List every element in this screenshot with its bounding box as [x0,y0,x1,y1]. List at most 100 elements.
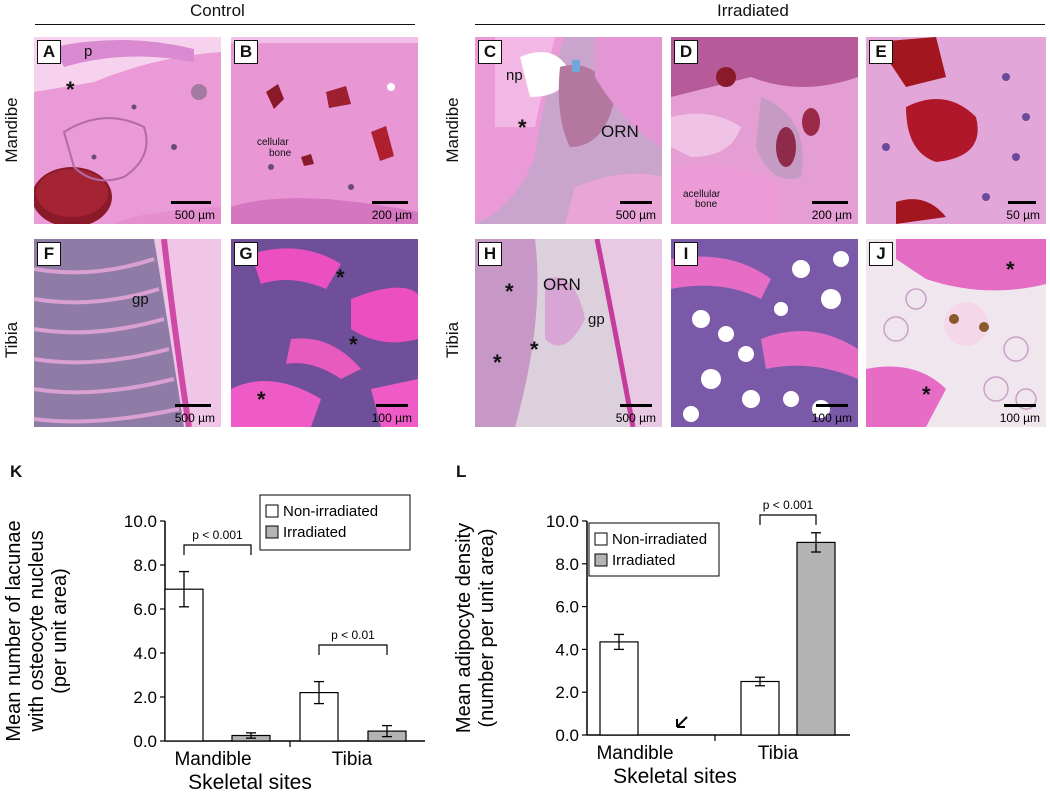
panel-e-scale-bar [1008,201,1036,204]
significance-bracket [183,544,252,555]
panel-a-scale-text: 500 µm [174,208,215,222]
x-tick-label: Tibia [758,743,799,764]
panel-f-scale-bar [175,404,211,407]
panel-g-scale-bar [376,404,408,407]
panel-h-micrograph [475,239,662,427]
panel-a-micrograph [34,37,221,224]
legend-label: Non-irradiated [283,503,378,520]
row-label-tibia-control: Tibia [2,321,21,359]
panel-c-micrograph [475,37,662,224]
panel-c: C np ORN * 500 µm [475,37,662,224]
legend-box [588,522,720,577]
panel-i-scale-text: 100 µm [811,411,852,425]
arrow-icon [676,716,688,728]
y-axis-label-line: (number per unit area) [476,529,498,728]
significance-label: p < 0.001 [763,498,814,512]
panel-i-micrograph [671,239,858,427]
panel-h-star-3: * [493,350,502,375]
bar [740,680,780,736]
significance-label: p < 0.01 [331,628,375,642]
row-label-mandible-control: Mandibe [2,97,21,163]
legend-label: Irradiated [612,552,675,569]
panel-c-letter: C [478,40,502,64]
x-tick-label: Mandible [174,749,251,770]
panel-j-star-1: * [1006,257,1015,282]
panel-b: B cellular bone 200 µm [231,37,418,224]
panel-h-scale-text: 500 µm [615,411,656,425]
row-label-tibia-irradiated: Tibia [443,321,462,359]
chart-k: Mean number of lacunae with osteocyte nuc… [3,494,425,794]
panel-a-label-p: p [84,43,93,60]
y-tick-label: 10.0 [124,512,157,531]
panel-j-letter: J [869,242,893,266]
panel-b-label-bone: bone [269,148,292,159]
x-axis-label: Skeletal sites [613,765,737,788]
chart-l: Mean adipocyte density (number per unit a… [455,498,850,788]
y-tick-label: 8.0 [133,556,157,575]
panel-d-micrograph [671,37,858,224]
panel-f-micrograph [34,239,221,427]
panel-d-letter: D [674,40,698,64]
y-axis-label-line: with osteocyte nucleus [26,530,48,732]
significance-label: p < 0.001 [192,528,243,542]
panel-b-scale-text: 200 µm [371,208,412,222]
panel-f-scale-text: 500 µm [174,411,215,425]
control-group-title: Control [190,1,245,20]
y-axis-label-line: Mean number of lacunae [3,520,25,741]
panel-g-micrograph [231,239,418,427]
panel-j-micrograph [866,239,1046,427]
panel-h-star-2: * [530,337,539,362]
panel-g-scale-text: 100 µm [371,411,412,425]
y-tick-label: 2.0 [133,688,157,707]
row-label-mandible-irradiated: Mandibe [443,97,462,163]
legend-swatch [594,532,608,546]
panel-j-scale-bar [1004,404,1036,407]
panel-h-letter: H [478,242,502,266]
panel-g-star-2: * [349,332,358,357]
x-axis-label: Skeletal sites [188,771,312,794]
irradiated-group-title: Irradiated [717,1,789,20]
panel-b-scale-bar [372,201,408,204]
control-group-rule [35,24,415,25]
significance-bracket [759,514,817,525]
legend-label: Irradiated [283,524,346,541]
panel-e-scale-text: 50 µm [1006,208,1040,222]
panel-f-letter: F [37,242,61,266]
panel-d-label-acellular: acellular [683,189,721,200]
panel-d-label-bone: bone [695,199,718,210]
panel-h-label-orn: ORN [543,275,581,294]
chart-k-letter: K [10,462,23,481]
panel-i: I 100 µm [671,239,858,427]
panel-c-label-orn: ORN [601,122,639,141]
panel-h: H ORN gp * * * 500 µm [475,239,662,427]
panel-j-scale-text: 100 µm [999,411,1040,425]
panel-j-star-2: * [922,382,931,407]
y-tick-label: 4.0 [133,644,157,663]
panel-b-label-cellular: cellular [257,137,289,148]
x-tick-label: Tibia [332,749,373,770]
panel-g-letter: G [234,242,258,266]
y-tick-label: 8.0 [555,555,579,574]
x-tick-label: Mandible [596,743,673,764]
panel-a-star: * [66,77,75,102]
panel-d-scale-bar [812,201,848,204]
panel-j: J * * 100 µm [866,239,1046,427]
irradiated-group-rule [475,24,1045,25]
panel-i-scale-bar [816,404,848,407]
panel-d: D acellular bone 200 µm [671,37,858,224]
significance-bracket [318,644,388,655]
panel-f: F gp 500 µm [34,239,221,427]
y-tick-label: 2.0 [555,683,579,702]
panel-g-star-3: * [257,387,266,412]
legend-swatch [265,525,279,539]
panel-a-letter: A [37,40,61,64]
legend-box [259,494,411,551]
legend-swatch [594,553,608,567]
y-tick-label: 4.0 [555,640,579,659]
y-tick-label: 0.0 [555,726,579,745]
y-tick-label: 0.0 [133,732,157,751]
panel-h-scale-bar [620,404,652,407]
panel-e-micrograph [866,37,1046,224]
panel-b-letter: B [234,40,258,64]
panel-a: A p * 500 µm [34,37,221,224]
